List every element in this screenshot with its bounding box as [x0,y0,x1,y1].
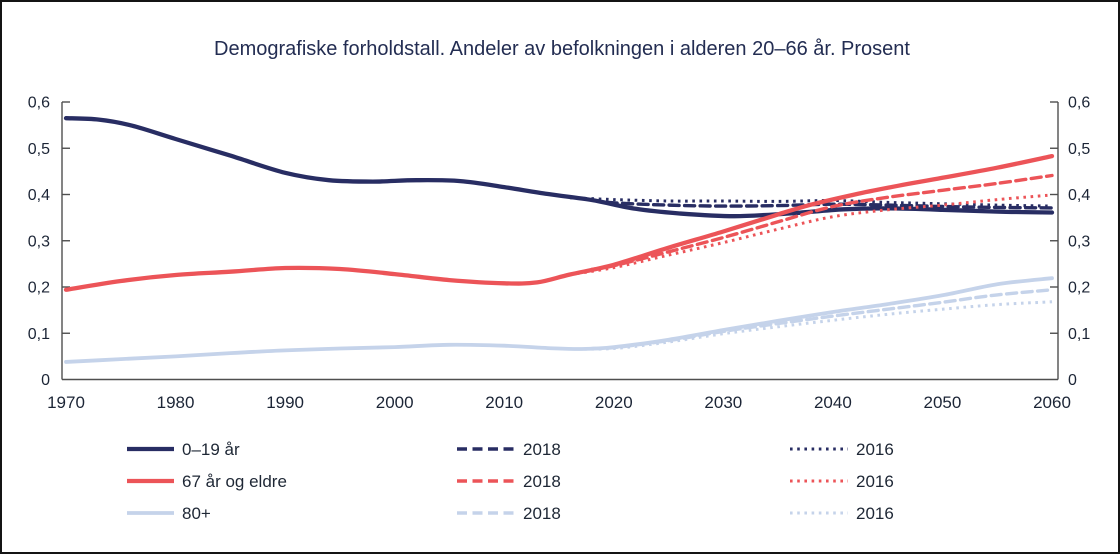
y-tick-label-right: 0,5 [1068,141,1090,158]
legend-item: 0–19 år [127,440,240,459]
legend-item: 2018 [457,440,561,459]
y-tick-label-left: 0,2 [28,280,50,297]
y-tick-label-right: 0,2 [1068,280,1090,297]
legend-label: 2018 [523,440,561,459]
y-tick-label-right: 0,6 [1068,95,1090,112]
y-tick-label-right: 0,3 [1068,233,1090,250]
legend-label: 2018 [523,472,561,491]
y-tick-label-left: 0,5 [28,141,50,158]
legend-label: 2016 [856,440,894,459]
y-tick-label-left: 0 [41,372,50,389]
y-tick-label-left: 0,1 [28,326,50,343]
x-tick-label: 2020 [595,393,633,412]
legend-label: 2016 [856,504,894,523]
legend-item: 2018 [457,504,561,523]
legend-item: 67 år og eldre [127,472,287,491]
x-tick-label: 2040 [814,393,852,412]
axes-group: 0 0 0,1 0,1 0,2 0,2 0,3 0,3 0,4 0,4 0,5 0,5 0,6 0,6 19… [28,95,1091,413]
y-tick-label-right: 0,4 [1068,187,1090,204]
y-tick-label-left: 0,4 [28,187,50,204]
legend-item: 2016 [790,472,894,491]
x-tick-label: 2030 [704,393,742,412]
legend-group: 2016 2018 80+ 2016 2018 0–19 år 2016 2018 67 år … [127,440,894,523]
y-tick-label-left: 0,6 [28,95,50,112]
y-tick-label-left: 0,3 [28,233,50,250]
legend-label: 2018 [523,504,561,523]
y-tick-label-right: 0 [1068,372,1077,389]
series-line-dashed-4 [590,198,1054,210]
series-line-solid-2 [64,276,1054,364]
x-tick-label: 1980 [157,393,195,412]
legend-label: 67 år og eldre [182,472,287,491]
legend-item: 2018 [457,472,561,491]
x-tick-label: 2010 [485,393,523,412]
legend-label: 80+ [182,504,211,523]
legend-label: 2016 [856,472,894,491]
series-line-solid-5 [63,116,1055,219]
legend-item: 2016 [790,440,894,459]
legend-item: 2016 [790,504,894,523]
x-tick-label: 1990 [266,393,304,412]
legend-item: 80+ [127,504,211,523]
series-group [63,116,1055,364]
x-tick-label: 2050 [924,393,962,412]
x-tick-label: 2000 [376,393,414,412]
chart-title: Demografiske forholdstall. Andeler av be… [214,38,910,60]
x-tick-label: 2060 [1033,393,1071,412]
series-line-dashed-7 [590,173,1054,272]
x-tick-label: 1970 [47,393,85,412]
series-line-solid-8 [63,153,1055,292]
y-tick-label-right: 0,1 [1068,326,1090,343]
legend-label: 0–19 år [182,440,240,459]
